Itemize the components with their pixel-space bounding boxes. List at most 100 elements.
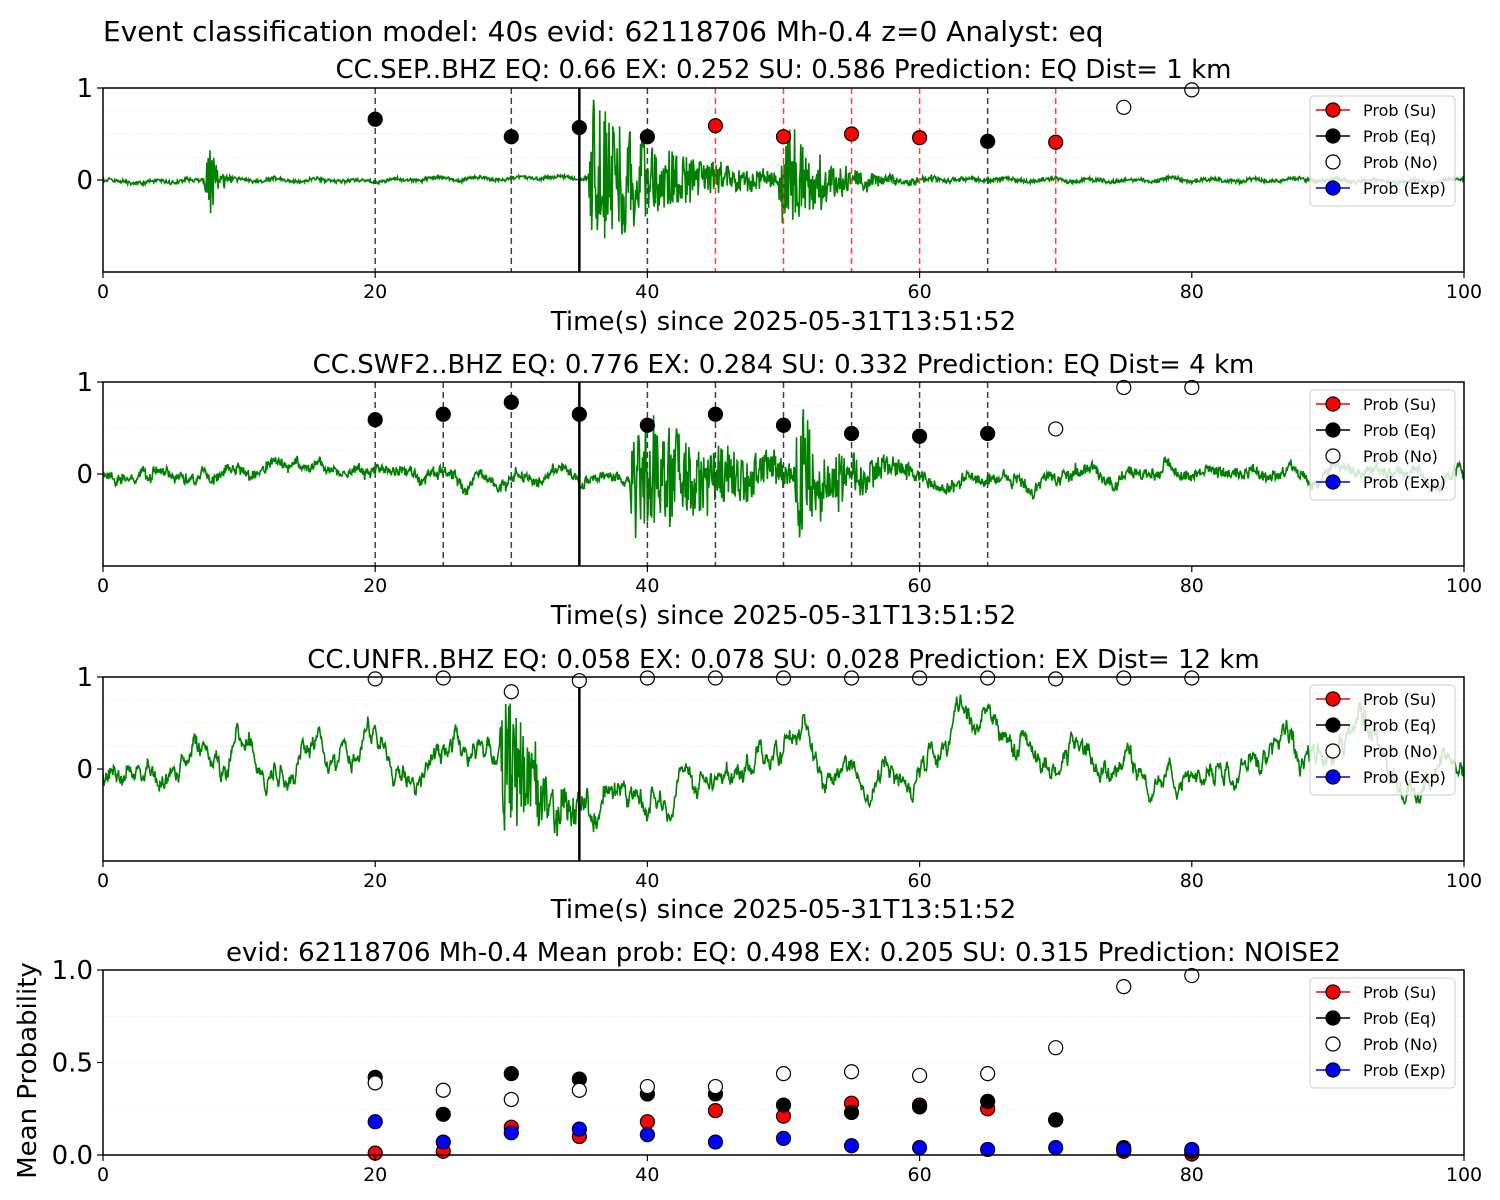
mean-prob-point-no bbox=[1184, 967, 1200, 984]
prob-point-no bbox=[1116, 379, 1132, 396]
x-tick-label: 80 bbox=[1180, 870, 1204, 892]
legend: Prob (Su) Prob (Eq) Prob (No) Prob (Exp) bbox=[1309, 684, 1456, 796]
mean-prob-point-no bbox=[1116, 979, 1132, 995]
legend-entry: Prob (Exp) bbox=[1363, 179, 1446, 198]
prob-point-no bbox=[435, 670, 451, 686]
mean-prob-point-eq bbox=[775, 1097, 792, 1113]
prob-point-no bbox=[367, 671, 383, 687]
mean-prob-point-no bbox=[980, 1065, 996, 1082]
mean-prob-point-eq bbox=[980, 1093, 996, 1109]
prob-point-eq bbox=[980, 133, 996, 149]
x-tick-label: 20 bbox=[363, 281, 387, 303]
y-tick-label: 1.0 bbox=[52, 956, 93, 986]
x-tick-label: 40 bbox=[635, 575, 659, 597]
mean-prob-point-eq bbox=[1048, 1112, 1064, 1128]
legend-marker-exp bbox=[1325, 769, 1341, 785]
legend-entry: Prob (No) bbox=[1363, 742, 1438, 761]
prob-point-su bbox=[1048, 134, 1064, 150]
x-tick-label: 80 bbox=[1180, 575, 1204, 597]
legend-entry: Prob (No) bbox=[1363, 1035, 1438, 1054]
x-tick-label: 60 bbox=[908, 281, 932, 303]
mean-prob-point-no bbox=[571, 1082, 587, 1098]
waveform-trace bbox=[103, 694, 1464, 837]
panel-4: 0 20 40 60 80 100 0.0 0.5 1.0 evid: 62118706 Mh-0… bbox=[13, 938, 1482, 1186]
x-axis-label: Time(s) since 2025-05-31T13:51:52 bbox=[550, 895, 1016, 925]
panel-title: CC.SEP..BHZ EQ: 0.66 EX: 0.252 SU: 0.586… bbox=[336, 55, 1232, 85]
legend-marker-exp bbox=[1325, 1062, 1341, 1078]
panel-title: evid: 62118706 Mh-0.4 Mean prob: EQ: 0.4… bbox=[226, 938, 1341, 968]
legend-marker-no bbox=[1325, 448, 1341, 464]
prob-point-no bbox=[1116, 99, 1132, 115]
prob-point-su bbox=[707, 118, 724, 134]
mean-prob-point-no bbox=[503, 1091, 519, 1108]
legend-box bbox=[1309, 977, 1456, 1089]
legend-entry: Prob (Exp) bbox=[1363, 768, 1446, 787]
mean-prob-point-no bbox=[435, 1082, 451, 1098]
y-tick-label: 1 bbox=[76, 74, 93, 104]
x-tick-label: 40 bbox=[635, 281, 659, 303]
legend-marker-su bbox=[1325, 102, 1341, 118]
panels: 0 20 40 60 80 100 0 1 CC.SEP..BHZ EQ: 0.66 EX: 0… bbox=[13, 55, 1482, 1186]
mean-prob-point-exp bbox=[1116, 1141, 1132, 1158]
mean-prob-point-eq bbox=[843, 1104, 860, 1121]
prob-point-eq bbox=[435, 406, 451, 422]
x-tick-label: 60 bbox=[908, 1164, 932, 1186]
x-tick-label: 0 bbox=[97, 281, 109, 303]
prob-point-su bbox=[843, 126, 860, 142]
legend-entry: Prob (Su) bbox=[1363, 101, 1436, 120]
x-tick-label: 80 bbox=[1180, 1164, 1204, 1186]
legend-entry: Prob (Eq) bbox=[1363, 127, 1436, 146]
y-axis-label: Mean Probability bbox=[13, 962, 43, 1179]
prob-point-no bbox=[980, 670, 996, 686]
mean-prob-point-su bbox=[707, 1102, 724, 1119]
mean-prob-point-eq bbox=[503, 1065, 519, 1082]
legend: Prob (Su) Prob (Eq) Prob (No) Prob (Exp) bbox=[1309, 977, 1456, 1089]
legend-entry: Prob (Eq) bbox=[1363, 1009, 1436, 1028]
panel-title: CC.UNFR..BHZ EQ: 0.058 EX: 0.078 SU: 0.0… bbox=[307, 645, 1259, 675]
x-tick-label: 20 bbox=[363, 870, 387, 892]
prob-point-no bbox=[1184, 82, 1200, 98]
prob-point-eq bbox=[639, 417, 656, 433]
prob-point-su bbox=[775, 129, 792, 145]
legend-marker-no bbox=[1325, 154, 1341, 170]
legend-entry: Prob (Exp) bbox=[1363, 473, 1446, 492]
mean-prob-point-su bbox=[639, 1114, 656, 1130]
prob-point-no bbox=[775, 670, 792, 686]
prob-point-eq bbox=[843, 425, 860, 442]
prob-point-no bbox=[1116, 670, 1132, 686]
prob-point-eq bbox=[503, 394, 519, 410]
y-tick-label: 0 bbox=[76, 166, 93, 196]
prob-point-eq bbox=[980, 425, 996, 442]
mean-prob-point-exp bbox=[639, 1127, 656, 1143]
legend-entry: Prob (Exp) bbox=[1363, 1061, 1446, 1080]
legend-entry: Prob (No) bbox=[1363, 447, 1438, 466]
prob-point-eq bbox=[367, 412, 383, 428]
legend-marker-eq bbox=[1325, 422, 1341, 438]
panel-1: 0 20 40 60 80 100 0 1 CC.SEP..BHZ EQ: 0.66 EX: 0… bbox=[76, 55, 1482, 337]
legend-marker-exp bbox=[1325, 474, 1341, 490]
prob-point-no bbox=[639, 670, 656, 686]
legend-entry: Prob (Eq) bbox=[1363, 421, 1436, 440]
prob-point-no bbox=[503, 684, 519, 700]
mean-prob-point-no bbox=[1048, 1040, 1064, 1056]
x-tick-label: 100 bbox=[1446, 575, 1482, 597]
mean-prob-point-exp bbox=[843, 1138, 860, 1154]
legend-box bbox=[1309, 684, 1456, 796]
legend-marker-exp bbox=[1325, 180, 1341, 196]
x-tick-label: 100 bbox=[1446, 870, 1482, 892]
legend-marker-eq bbox=[1325, 717, 1341, 733]
mean-prob-point-exp bbox=[367, 1114, 383, 1130]
x-tick-label: 20 bbox=[363, 1164, 387, 1186]
mean-prob-point-exp bbox=[980, 1141, 996, 1158]
legend-marker-eq bbox=[1325, 128, 1341, 144]
legend-entry: Prob (Su) bbox=[1363, 983, 1436, 1002]
prob-point-no bbox=[707, 670, 724, 686]
plot-area bbox=[103, 382, 1464, 566]
x-tick-label: 0 bbox=[97, 870, 109, 892]
mean-prob-point-exp bbox=[571, 1121, 587, 1137]
mean-prob-point-exp bbox=[435, 1134, 451, 1150]
prob-point-no bbox=[1048, 421, 1064, 437]
legend-marker-su bbox=[1325, 396, 1341, 412]
